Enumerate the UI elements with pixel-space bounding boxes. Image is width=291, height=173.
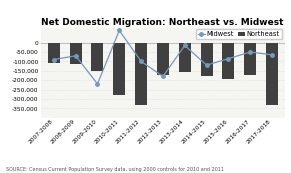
Midwest [118,29,121,31]
Midwest [139,60,143,62]
Midwest [205,64,208,66]
Bar [222,43,235,79]
Midwest [161,75,165,78]
Midwest [227,58,230,60]
Bar [113,43,125,95]
Bar [91,43,104,71]
Bar [135,43,147,104]
Bar [157,43,169,75]
Text: SOURCE: Census Current Population Survey data, using 2000 controls for 2010 and : SOURCE: Census Current Population Survey… [6,167,224,172]
Bar [266,43,278,104]
Midwest [96,83,99,85]
Text: Net Domestic Migration: Northeast vs. Midwest: Net Domestic Migration: Northeast vs. Mi… [41,18,283,27]
Bar [200,43,213,76]
Midwest [52,58,56,61]
Bar [70,43,82,64]
Midwest [74,55,77,57]
Midwest [270,54,274,56]
Midwest [183,44,187,47]
Line: Midwest: Midwest [52,29,274,86]
Legend: Midwest, Northeast: Midwest, Northeast [196,29,282,39]
Bar [179,43,191,72]
Midwest [249,51,252,53]
Bar [244,43,256,75]
Bar [48,43,60,63]
